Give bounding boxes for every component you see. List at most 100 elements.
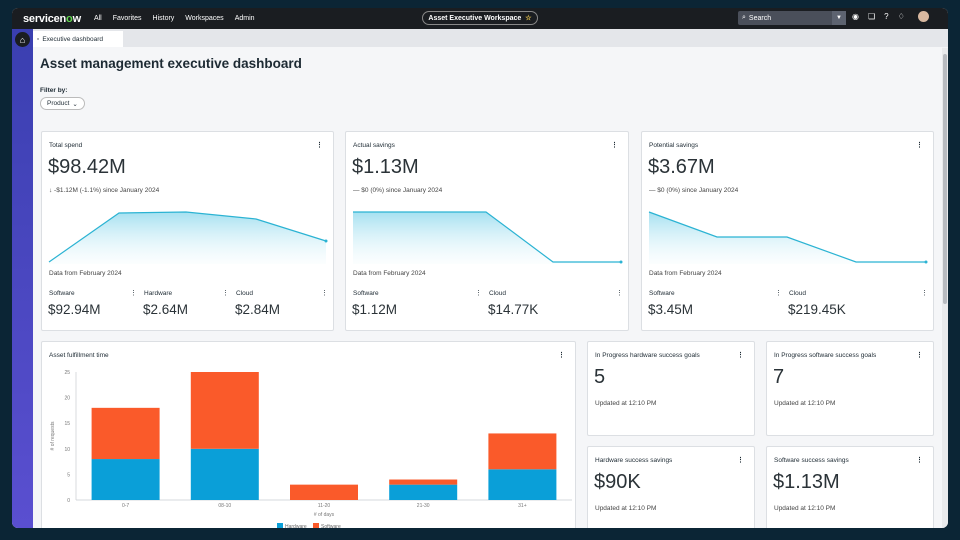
x-tick-label: 31+ [518, 503, 527, 509]
more-options-icon[interactable]: ⋮ [916, 142, 923, 149]
page-title: Asset management executive dashboard [40, 56, 302, 71]
globe-icon[interactable]: ◉ [852, 12, 859, 21]
more-options-icon[interactable]: ⋮ [916, 457, 923, 464]
more-options-icon[interactable]: ⋮ [737, 457, 744, 464]
sub-metric-label: Software [49, 290, 75, 297]
updated-time: Updated at 12:10 PM [595, 505, 657, 512]
updated-time: Updated at 12:10 PM [595, 400, 657, 407]
sub-metric-value: $1.12M [352, 302, 398, 317]
more-options-icon[interactable]: ⋮ [316, 142, 323, 149]
data-from-label: Data from February 2024 [649, 270, 722, 277]
x-axis-title: # of days [314, 512, 335, 518]
sub-metric-value: $2.84M [235, 302, 281, 317]
avatar[interactable] [917, 11, 929, 22]
kpi-card: Actual savings ⋮ $1.13M — $0 (0%) since … [345, 131, 629, 331]
y-tick-label: 20 [64, 396, 70, 402]
kpi-delta: — $0 (0%) since January 2024 [649, 187, 739, 194]
kpi-delta: — $0 (0%) since January 2024 [353, 187, 443, 194]
bar-software [488, 433, 557, 470]
more-options-icon[interactable]: ⋮ [737, 352, 744, 359]
more-options-icon[interactable]: ⋮ [921, 290, 928, 297]
product-filter[interactable]: Product ⌄ [40, 97, 85, 110]
more-options-icon[interactable]: ⋮ [558, 352, 565, 359]
more-options-icon[interactable]: ⋮ [475, 290, 482, 297]
x-tick-label: 11-20 [318, 503, 331, 509]
sub-metric-label: Cloud [789, 290, 806, 297]
nav-history[interactable]: History [152, 15, 175, 22]
x-tick-label: 21-30 [417, 503, 430, 509]
more-options-icon[interactable]: ⋮ [321, 290, 328, 297]
sub-metric-value: $92.94M [48, 302, 101, 317]
y-tick-label: 25 [64, 370, 70, 376]
sub-metric-label: Hardware [144, 290, 173, 297]
kpi-delta: ↓ -$1.12M (-1.1%) since January 2024 [49, 187, 160, 194]
main-nav: All Favorites History Workspaces Admin [94, 15, 255, 22]
sub-metric-value: $14.77K [488, 302, 539, 317]
top-header: servicenow All Favorites History Workspa… [12, 8, 948, 29]
sub-metric-label: Cloud [236, 290, 253, 297]
more-options-icon[interactable]: ⋮ [222, 290, 229, 297]
nav-workspaces[interactable]: Workspaces [185, 15, 224, 22]
updated-time: Updated at 12:10 PM [774, 400, 836, 407]
x-tick-label: 0-7 [122, 503, 129, 509]
legend-swatch-software [313, 523, 319, 528]
legend-label: Software [321, 524, 341, 528]
more-options-icon[interactable]: ⋮ [616, 290, 623, 297]
card-title: In Progress hardware success goals [595, 352, 700, 359]
scrollbar[interactable] [942, 48, 948, 528]
goal-card: Software success savings ⋮ $1.13M Update… [766, 446, 934, 528]
search-icon: ⌕ [742, 14, 746, 21]
sub-metric-value: $2.64M [143, 302, 189, 317]
goal-card: In Progress software success goals ⋮ 7 U… [766, 341, 934, 436]
sub-metric-label: Software [353, 290, 379, 297]
card-title: Total spend [49, 142, 83, 149]
chevron-down-icon: ⌄ [72, 100, 78, 108]
more-options-icon[interactable]: ⋮ [130, 290, 137, 297]
y-tick-label: 0 [67, 498, 70, 504]
dashboard-content: Asset management executive dashboard Fil… [33, 47, 942, 528]
workspace-pill[interactable]: Asset Executive Workspace ☆ [422, 11, 538, 25]
goal-value: 7 [773, 366, 785, 388]
card-title: In Progress software success goals [774, 352, 877, 359]
x-tick-label: 08-10 [218, 503, 231, 509]
goal-value: 5 [594, 366, 606, 388]
bar-hardware [91, 459, 160, 500]
kpi-value: $1.13M [352, 156, 419, 178]
nav-all[interactable]: All [93, 15, 102, 22]
search-input[interactable]: ⌕ Search ▼ [738, 11, 846, 25]
card-title: Potential savings [649, 142, 699, 149]
more-options-icon[interactable]: ⋮ [916, 352, 923, 359]
more-options-icon[interactable]: ⋮ [775, 290, 782, 297]
sub-metric-value: $219.45K [788, 302, 846, 317]
tab-label: Executive dashboard [42, 35, 104, 43]
updated-time: Updated at 12:10 PM [774, 505, 836, 512]
data-from-label: Data from February 2024 [49, 270, 122, 277]
card-title: Hardware success savings [595, 457, 673, 464]
goal-value: $90K [594, 471, 641, 493]
star-icon[interactable]: ☆ [525, 15, 532, 22]
y-tick-label: 15 [64, 421, 70, 427]
sparkline [48, 211, 328, 264]
chevron-down-icon[interactable]: ▼ [832, 11, 846, 25]
chat-icon[interactable]: ❏ [867, 12, 876, 21]
kpi-value: $3.67M [648, 156, 715, 178]
home-icon[interactable]: ⌂ [15, 32, 30, 47]
more-options-icon[interactable]: ⋮ [611, 142, 618, 149]
sidebar: ⌂ [12, 29, 33, 528]
nav-favorites[interactable]: Favorites [112, 15, 142, 22]
servicenow-logo[interactable]: servicenow [23, 12, 81, 25]
bell-icon[interactable]: ♢ [897, 12, 905, 21]
search-placeholder: Search [748, 14, 772, 22]
sparkline [353, 211, 623, 264]
goal-card: In Progress hardware success goals ⋮ 5 U… [587, 341, 755, 436]
bar-software [190, 372, 259, 449]
card-title: Actual savings [353, 142, 395, 149]
help-icon[interactable]: ? [884, 12, 889, 21]
tab-executive-dashboard[interactable]: ▫ Executive dashboard [33, 31, 123, 47]
legend-swatch-hardware [277, 523, 283, 528]
kpi-card: Total spend ⋮ $98.42M ↓ -$1.12M (-1.1%) … [41, 131, 334, 331]
filter-label: Filter by: [40, 87, 68, 94]
y-tick-label: 10 [64, 447, 70, 453]
nav-admin[interactable]: Admin [234, 15, 255, 22]
tab-bar: ▫ Executive dashboard [33, 29, 948, 47]
